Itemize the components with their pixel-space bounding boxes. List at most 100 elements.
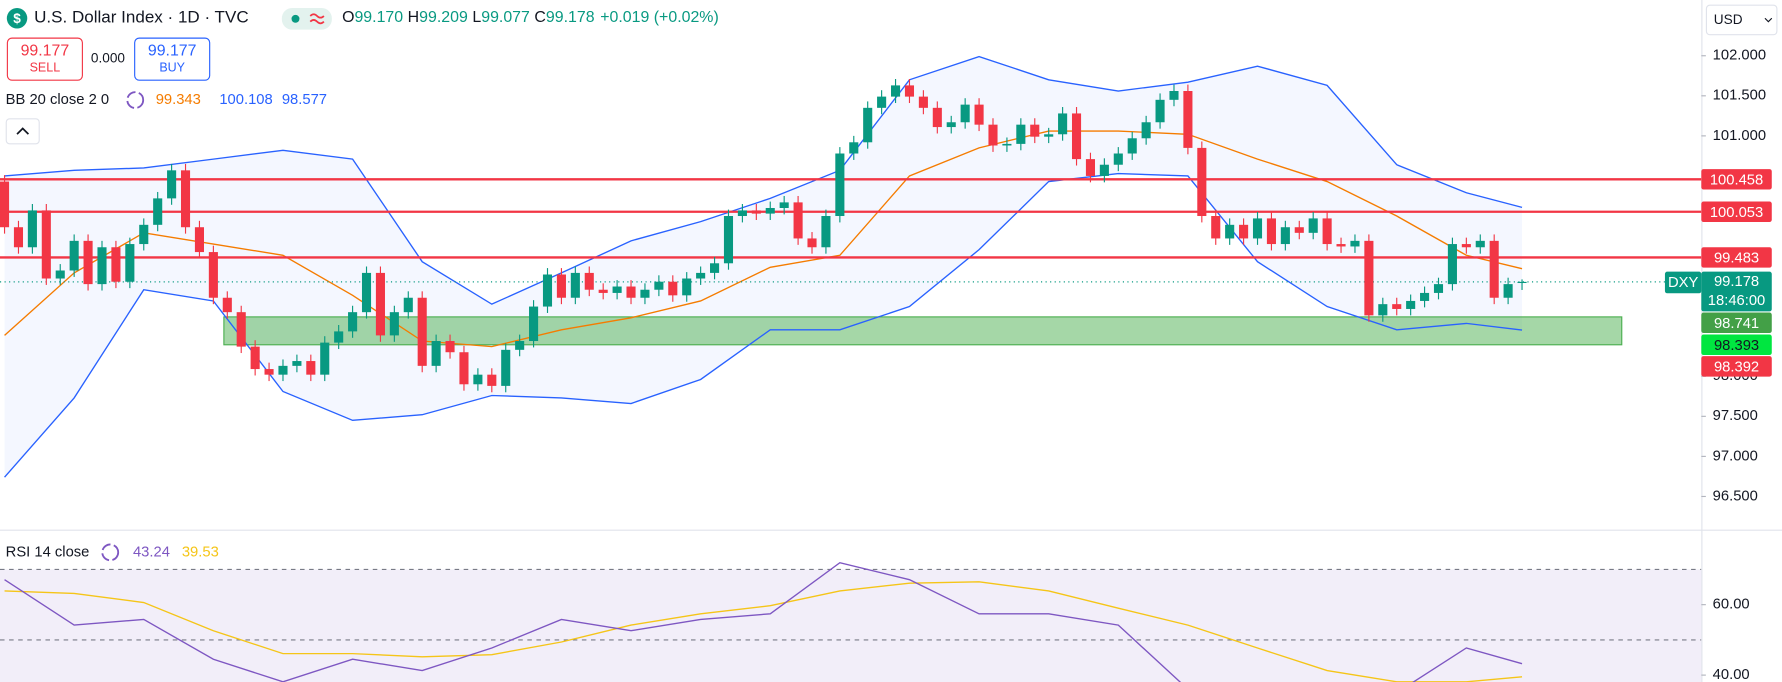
candle-body: [153, 198, 163, 225]
candle-body: [1141, 122, 1151, 139]
candle-body: [97, 247, 107, 285]
candle-body: [1211, 216, 1221, 239]
candle-body: [1392, 304, 1402, 309]
candle-body: [1406, 300, 1416, 309]
candle-body: [932, 107, 942, 128]
candle-body: [348, 312, 358, 332]
candle-body: [696, 272, 706, 279]
candle-body: [765, 207, 775, 214]
candle-body: [612, 286, 622, 293]
last-price-label: 99.178: [1714, 274, 1759, 290]
rsi-pane: [0, 562, 1702, 682]
sell-price: 99.177: [21, 42, 70, 59]
change: +0.019 (+0.02%): [600, 9, 719, 26]
band-fill: [4, 56, 1523, 478]
price-tag: [1701, 169, 1772, 190]
candle-body: [542, 274, 553, 307]
price-tag: [1701, 356, 1772, 377]
candle-body: [946, 122, 956, 128]
candle-body: [584, 272, 594, 290]
symbol-tag: [1664, 271, 1702, 294]
candle-body: [807, 238, 817, 248]
candle-body: [403, 297, 413, 313]
candle-body: [1169, 91, 1179, 100]
rsi-band-fill: [0, 569, 1702, 682]
sell-button[interactable]: [6, 37, 83, 81]
rsi-y-tick-label: 40.00: [1713, 667, 1750, 682]
sell-label: SELL: [30, 61, 61, 75]
rsi-label: RSI 14 close: [6, 544, 90, 560]
candle-body: [69, 240, 79, 271]
candle-body: [570, 272, 580, 298]
price-tag-label: 100.053: [1710, 205, 1763, 221]
candle-body: [1099, 164, 1109, 176]
collapse-chevron: [16, 127, 30, 135]
candle-body: [640, 289, 650, 298]
candle-body: [556, 274, 566, 298]
candle-body: [1420, 292, 1430, 301]
candle-body: [264, 369, 274, 375]
last-price-tag: [1701, 271, 1772, 312]
ohlc-key: L: [472, 9, 481, 26]
candle-body: [877, 96, 887, 108]
candle-body: [1239, 224, 1249, 239]
price-tag-label: 100.458: [1710, 172, 1763, 188]
candle-body: [306, 361, 316, 375]
candle-body: [1280, 227, 1290, 245]
candle-body: [431, 341, 441, 366]
candle-body: [1044, 134, 1054, 137]
candle-body: [292, 361, 302, 366]
candle-body: [139, 224, 149, 245]
candle-body: [737, 210, 747, 217]
candle-body: [598, 289, 608, 293]
ohlc-key: O: [342, 9, 354, 26]
y-tick-label: 97.500: [1713, 408, 1758, 424]
bb-source-icon[interactable]: [126, 91, 145, 109]
spread: 0.000: [91, 51, 126, 66]
candle-body: [167, 170, 177, 199]
price-zone: [223, 316, 1623, 346]
collapse-button[interactable]: [5, 118, 40, 145]
candle-body: [236, 312, 246, 347]
buy-button[interactable]: [134, 37, 211, 81]
candle-body: [1336, 244, 1346, 247]
currency: USD: [1714, 12, 1743, 27]
bb-upper-value: 100.108: [219, 92, 272, 108]
y-tick-label: 102.000: [1713, 48, 1766, 64]
candle-body: [1071, 113, 1082, 160]
candle-body: [1294, 227, 1304, 233]
ohlc-key: H: [408, 9, 420, 26]
bb-basis-value: 99.343: [156, 92, 201, 108]
currency-select[interactable]: [1705, 4, 1778, 36]
candle-body: [1266, 218, 1276, 245]
candle-body: [891, 85, 901, 97]
candle-body: [1113, 153, 1123, 165]
bollinger-upper: [4, 55, 1523, 305]
y-tick-label: 101.500: [1713, 88, 1766, 104]
candle-body: [1058, 113, 1068, 135]
candle-body: [1085, 159, 1095, 176]
candle-body: [417, 297, 427, 366]
candle-body: [904, 85, 915, 97]
data-status-icon: [309, 13, 325, 25]
y-tick-label: 97.000: [1713, 448, 1758, 464]
candle-body: [1517, 281, 1527, 284]
countdown: 18:46:00: [1708, 293, 1765, 309]
candle-body: [1433, 284, 1444, 293]
candle-body: [473, 374, 483, 385]
ohlc-readout: O99.170 H99.209 L99.077 C99.178 +0.019 (+0.0…: [342, 9, 719, 26]
rsi-line: [4, 562, 1523, 682]
rsi-ma-value: 39.53: [182, 544, 219, 560]
symbol-icon-glyph: $: [13, 11, 21, 26]
price-tag: [1701, 201, 1772, 222]
candle-body: [111, 247, 121, 282]
candle-body: [83, 240, 93, 285]
candle-body: [751, 210, 761, 214]
status-badge[interactable]: [281, 8, 332, 30]
candle-body: [1252, 218, 1263, 239]
candle-body: [222, 297, 232, 313]
candle-body: [1183, 91, 1193, 148]
rsi-source-icon[interactable]: [101, 543, 120, 562]
candle-body: [208, 252, 218, 298]
